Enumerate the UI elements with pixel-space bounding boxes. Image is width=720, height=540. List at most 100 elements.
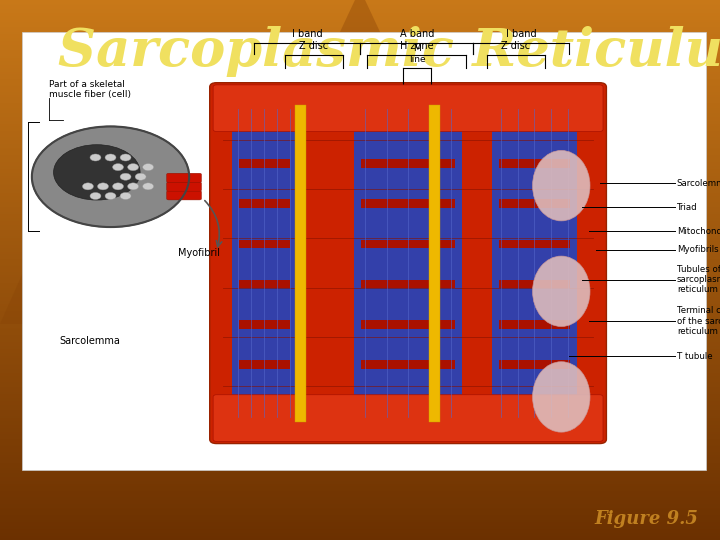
- Bar: [0, 106, 720, 108]
- Bar: [0, 515, 720, 517]
- Bar: [0, 285, 720, 286]
- Bar: [0, 103, 720, 104]
- Bar: [0, 423, 720, 425]
- Bar: [0, 47, 720, 49]
- Bar: [0, 470, 720, 471]
- Bar: [0, 378, 720, 380]
- Polygon shape: [0, 81, 216, 324]
- Bar: [0, 277, 720, 279]
- Bar: [0, 281, 720, 282]
- Bar: [0, 324, 720, 326]
- Bar: [0, 18, 720, 20]
- Bar: [0, 144, 720, 146]
- Bar: [0, 506, 720, 508]
- Bar: [0, 54, 720, 56]
- Bar: [0, 313, 720, 315]
- Bar: [0, 265, 720, 266]
- Bar: [0, 339, 720, 340]
- Bar: [0, 164, 720, 166]
- Bar: [0, 32, 720, 34]
- Text: I band: I band: [292, 29, 322, 39]
- Bar: [0, 221, 720, 223]
- Bar: [0, 252, 720, 254]
- Bar: [0, 198, 720, 200]
- Bar: [0, 126, 720, 128]
- Bar: [0, 238, 720, 239]
- Bar: [0, 85, 720, 86]
- Bar: [0, 38, 720, 39]
- Bar: [0, 214, 720, 216]
- Bar: [0, 511, 720, 513]
- Bar: [239, 401, 290, 409]
- Bar: [0, 481, 720, 482]
- Bar: [239, 320, 290, 329]
- Bar: [0, 529, 720, 531]
- Bar: [0, 282, 720, 285]
- Bar: [0, 488, 720, 490]
- Circle shape: [135, 173, 146, 180]
- Circle shape: [112, 183, 124, 190]
- Bar: [0, 475, 720, 477]
- Text: A band: A band: [400, 29, 434, 39]
- Bar: [0, 425, 720, 427]
- Circle shape: [120, 173, 131, 180]
- FancyBboxPatch shape: [166, 173, 202, 183]
- Bar: [0, 513, 720, 515]
- Bar: [0, 270, 720, 272]
- Bar: [0, 430, 720, 432]
- Bar: [0, 209, 720, 211]
- Bar: [0, 301, 720, 302]
- Bar: [239, 159, 290, 168]
- Bar: [0, 405, 720, 407]
- FancyBboxPatch shape: [166, 182, 202, 191]
- Bar: [0, 160, 720, 162]
- Bar: [361, 401, 455, 409]
- Bar: [0, 518, 720, 520]
- Bar: [0, 227, 720, 228]
- FancyBboxPatch shape: [213, 85, 603, 132]
- Bar: [0, 295, 720, 297]
- Bar: [0, 272, 720, 274]
- Bar: [0, 421, 720, 423]
- Bar: [0, 153, 720, 155]
- Bar: [0, 293, 720, 295]
- Bar: [0, 39, 720, 42]
- Bar: [0, 93, 720, 96]
- FancyBboxPatch shape: [22, 32, 706, 470]
- Bar: [361, 280, 455, 288]
- Bar: [0, 96, 720, 97]
- Bar: [0, 495, 720, 497]
- Bar: [0, 444, 720, 447]
- Circle shape: [143, 164, 153, 171]
- Bar: [0, 335, 720, 336]
- Bar: [0, 7, 720, 9]
- Bar: [0, 182, 720, 184]
- Bar: [0, 52, 720, 54]
- Bar: [0, 211, 720, 212]
- Bar: [0, 167, 720, 169]
- Text: Z disc: Z disc: [300, 41, 328, 51]
- Bar: [0, 155, 720, 157]
- Bar: [0, 42, 720, 43]
- Bar: [0, 292, 720, 293]
- Bar: [0, 312, 720, 313]
- Bar: [0, 49, 720, 50]
- Bar: [0, 528, 720, 529]
- Bar: [0, 12, 720, 15]
- Bar: [0, 349, 720, 351]
- Text: Triad: Triad: [677, 203, 698, 212]
- Bar: [0, 414, 720, 416]
- Bar: [0, 387, 720, 389]
- Bar: [0, 299, 720, 301]
- Text: I band: I band: [505, 29, 536, 39]
- Bar: [295, 105, 306, 422]
- Bar: [0, 27, 720, 29]
- Bar: [0, 454, 720, 455]
- Bar: [0, 490, 720, 491]
- Bar: [0, 74, 720, 76]
- Bar: [0, 428, 720, 430]
- Bar: [0, 477, 720, 479]
- Bar: [0, 196, 720, 198]
- Bar: [0, 538, 720, 540]
- Bar: [0, 169, 720, 171]
